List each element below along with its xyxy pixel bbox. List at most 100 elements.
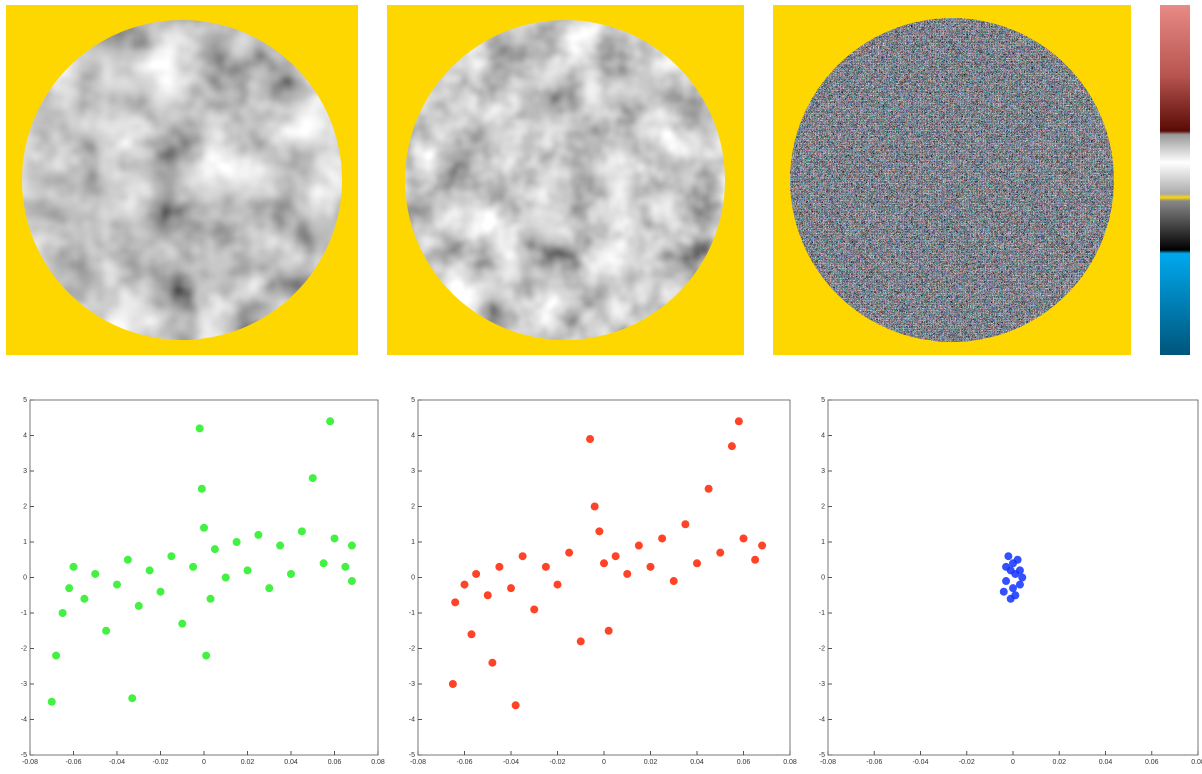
y-tick-label: 0 [821, 574, 825, 581]
field-image [405, 20, 725, 340]
figure: -0.08-0.06-0.04-0.0200.020.040.060.08-5-… [0, 0, 1202, 769]
scatter-point [265, 584, 273, 592]
y-tick-label: 5 [23, 397, 27, 404]
plot-frame [30, 400, 378, 755]
y-tick-label: -4 [819, 716, 825, 723]
scatter-point [451, 598, 459, 606]
scatter-point [495, 563, 503, 571]
x-tick-label: 0.06 [328, 759, 342, 766]
scatter-point [189, 563, 197, 571]
scatter-point [348, 577, 356, 585]
scatter-point [80, 595, 88, 603]
scatter-point [91, 570, 99, 578]
y-tick-label: 1 [821, 539, 825, 546]
y-tick-label: 5 [411, 397, 415, 404]
x-tick-label: -0.02 [959, 759, 975, 766]
scatter-point [1002, 577, 1010, 585]
scatter-point [254, 531, 262, 539]
x-tick-label: 0.08 [371, 759, 385, 766]
y-tick-label: 1 [23, 539, 27, 546]
y-tick-label: 2 [821, 503, 825, 510]
scatter-point [693, 559, 701, 567]
scatter-point [331, 534, 339, 542]
scatter-point [705, 485, 713, 493]
y-tick-label: -4 [409, 716, 415, 723]
scatter-point [530, 605, 538, 613]
scatter-point [1011, 591, 1019, 599]
scatter-point [70, 563, 78, 571]
y-tick-label: 0 [411, 574, 415, 581]
scatter-point [658, 534, 666, 542]
plot-frame [828, 400, 1198, 755]
scatter-point [605, 627, 613, 635]
field-image [22, 20, 342, 340]
y-tick-label: 2 [411, 503, 415, 510]
scatter-point [461, 581, 469, 589]
scatter-point [716, 549, 724, 557]
scatter-point [751, 556, 759, 564]
scatter-point [167, 552, 175, 560]
y-tick-label: 4 [821, 432, 825, 439]
x-tick-label: -0.06 [457, 759, 473, 766]
y-tick-label: 0 [23, 574, 27, 581]
x-tick-label: 0 [202, 759, 206, 766]
x-tick-label: 0.02 [1052, 759, 1066, 766]
y-tick-label: -2 [21, 645, 27, 652]
scatter-point [196, 424, 204, 432]
x-tick-label: 0.06 [1145, 759, 1159, 766]
scatter-point [577, 637, 585, 645]
scatter-point [740, 534, 748, 542]
x-tick-label: -0.04 [109, 759, 125, 766]
scatter-point [287, 570, 295, 578]
x-tick-label: 0.08 [1191, 759, 1202, 766]
scatter-point [507, 584, 515, 592]
scatter-point [1009, 584, 1017, 592]
y-tick-label: 2 [23, 503, 27, 510]
scatter-point [1016, 566, 1024, 574]
y-tick-label: 5 [821, 397, 825, 404]
x-tick-label: 0.04 [1099, 759, 1113, 766]
x-tick-label: 0.02 [644, 759, 658, 766]
scatter-point [178, 620, 186, 628]
scatter-point [276, 542, 284, 550]
x-tick-label: 0.04 [284, 759, 298, 766]
scatter-point [113, 581, 121, 589]
scatter-point [600, 559, 608, 567]
scatter-point [542, 563, 550, 571]
scatter-point [467, 630, 475, 638]
scatter-point [128, 694, 136, 702]
scatter-point [512, 701, 520, 709]
page: {"chart_data": [ {"type": "scatter", "co… [0, 0, 1202, 769]
scatter-point [681, 520, 689, 528]
x-tick-label: -0.08 [410, 759, 426, 766]
x-tick-label: -0.04 [913, 759, 929, 766]
field-image [790, 18, 1114, 342]
scatter-point [52, 652, 60, 660]
y-tick-label: -5 [819, 752, 825, 759]
y-tick-label: -3 [409, 681, 415, 688]
scatter-point [728, 442, 736, 450]
scatter-point [554, 581, 562, 589]
scatter-point [341, 563, 349, 571]
y-tick-label: 3 [23, 468, 27, 475]
scatter-point [244, 566, 252, 574]
scatter-point [1016, 581, 1024, 589]
scatter-point [146, 566, 154, 574]
field-images [6, 5, 1190, 355]
y-tick-label: -1 [819, 610, 825, 617]
x-tick-label: -0.08 [22, 759, 38, 766]
scatter-point [623, 570, 631, 578]
y-tick-label: -3 [819, 681, 825, 688]
x-tick-label: -0.04 [503, 759, 519, 766]
scatter-point [326, 417, 334, 425]
scatter-point [591, 503, 599, 511]
scatter-point [211, 545, 219, 553]
y-tick-label: -5 [21, 752, 27, 759]
scatter-point [348, 542, 356, 550]
x-tick-label: 0.02 [241, 759, 255, 766]
scatter-point [735, 417, 743, 425]
scatter-point [198, 485, 206, 493]
scatter-point [233, 538, 241, 546]
scatter-point [157, 588, 165, 596]
y-tick-label: -1 [21, 610, 27, 617]
